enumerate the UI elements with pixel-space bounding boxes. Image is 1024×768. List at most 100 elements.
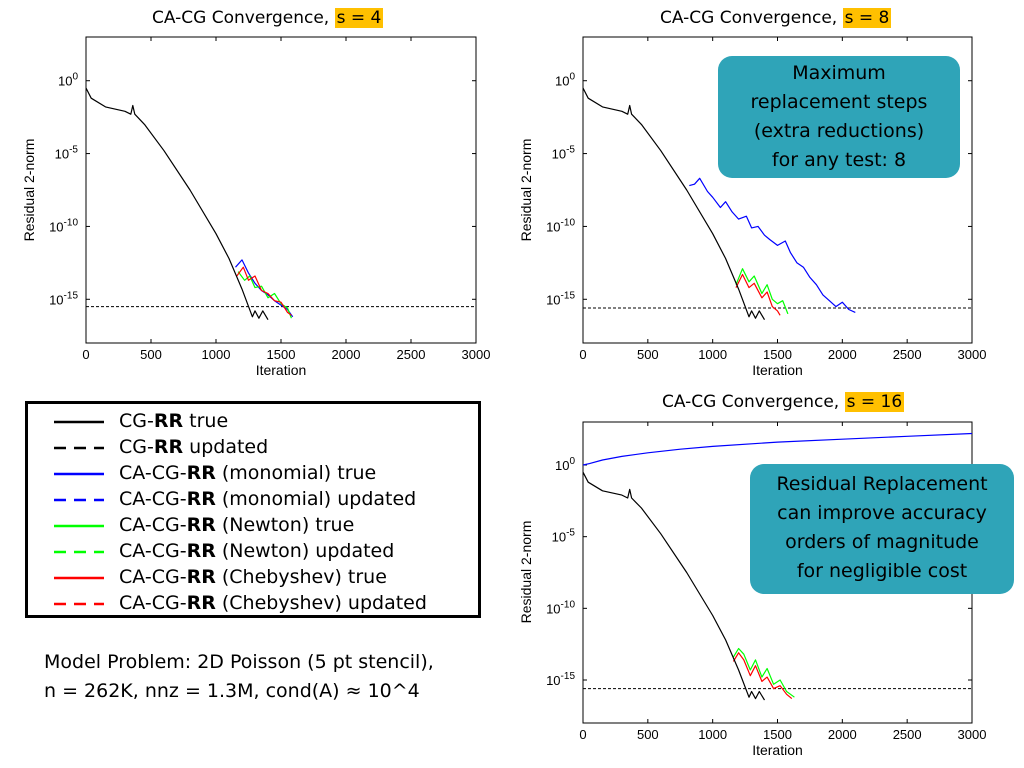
- series-line: [689, 177, 856, 313]
- legend-label-suffix: true: [183, 410, 229, 432]
- legend-label-suffix: (Chebyshev) true: [215, 566, 387, 588]
- y-tick-label-exponent: -15: [561, 290, 576, 301]
- legend-label: CA-CG-RR (Chebyshev) updated: [119, 590, 427, 616]
- legend-item: CA-CG-RR (monomial) updated: [28, 486, 478, 512]
- callout-max-replacement: Maximum replacement steps (extra reducti…: [718, 56, 960, 178]
- legend-label-suffix: (Chebyshev) updated: [215, 592, 427, 614]
- chart-title-text: CA-CG Convergence,: [152, 8, 335, 28]
- y-tick-label-base: 10: [58, 74, 72, 89]
- legend-label-prefix: CA-CG-: [119, 462, 187, 484]
- model-problem-line2: n = 262K, nnz = 1.3M, cond(A) ≈ 10^4: [44, 680, 420, 702]
- x-tick-label: 3000: [958, 347, 987, 362]
- legend-label-prefix: CA-CG-: [119, 540, 187, 562]
- chart-title-s4: CA-CG Convergence, s = 4: [152, 8, 384, 28]
- y-tick-label-base: 10: [546, 292, 560, 307]
- x-tick-label: 1000: [202, 347, 231, 362]
- legend-label-suffix: (Newton) true: [215, 514, 355, 536]
- legend-swatch: [54, 446, 104, 450]
- legend-label-prefix: CG-: [119, 436, 154, 458]
- legend-swatch: [54, 576, 104, 580]
- legend-label-bold: RR: [153, 410, 184, 432]
- legend-label-suffix: (monomial) true: [215, 462, 377, 484]
- legend-label-suffix: (Newton) updated: [215, 540, 395, 562]
- y-tick-label-exponent: -10: [561, 599, 576, 610]
- y-tick-label-exponent: -5: [69, 145, 78, 156]
- x-tick-label: 500: [637, 727, 659, 742]
- x-tick-label: 0: [82, 347, 89, 362]
- x-tick-label: 2500: [893, 727, 922, 742]
- x-tick-label: 1500: [763, 727, 792, 742]
- legend-swatch: [54, 550, 104, 554]
- y-tick-label-base: 10: [49, 219, 63, 234]
- x-tick-label: 1500: [267, 347, 296, 362]
- y-tick-label-exponent: 0: [72, 72, 78, 83]
- series-line: [732, 647, 795, 698]
- series-line: [582, 432, 973, 466]
- y-tick-label-exponent: -10: [561, 217, 576, 228]
- legend-item: CA-CG-RR (monomial) true: [28, 460, 478, 486]
- legend-item: CA-CG-RR (Newton) true: [28, 512, 478, 538]
- y-tick-label-exponent: -10: [64, 217, 79, 228]
- x-tick-label: 500: [140, 347, 162, 362]
- y-tick-label: 10-15: [546, 671, 575, 688]
- x-tick-label: 0: [579, 727, 586, 742]
- y-tick-label-base: 10: [552, 530, 566, 545]
- legend-swatch: [54, 602, 104, 606]
- y-tick-label-exponent: 0: [569, 72, 575, 83]
- model-problem-line1: Model Problem: 2D Poisson (5 pt stencil)…: [44, 651, 434, 673]
- chart-title-highlight: s = 8: [842, 8, 892, 28]
- legend-swatch: [54, 498, 104, 502]
- legend-label: CG-RR updated: [119, 434, 268, 460]
- y-tick-label-base: 10: [546, 601, 560, 616]
- y-axis-label: Residual 2-norm: [518, 521, 534, 624]
- y-tick-label: 10-10: [546, 217, 575, 234]
- chart-title-text: CA-CG Convergence,: [660, 8, 843, 28]
- y-tick-label: 10-10: [546, 599, 575, 616]
- callout-line: Maximum: [792, 62, 886, 84]
- x-tick-label: 3000: [958, 727, 987, 742]
- x-tick-label: 1000: [698, 347, 727, 362]
- series-line: [735, 268, 789, 315]
- y-tick-label-base: 10: [55, 147, 69, 162]
- legend-item: CG-RR true: [28, 408, 478, 434]
- x-tick-label: 2500: [397, 347, 426, 362]
- y-tick-label-base: 10: [546, 673, 560, 688]
- x-tick-label: 500: [637, 347, 659, 362]
- chart-title-highlight: s = 16: [844, 392, 905, 412]
- y-tick-label-exponent: -15: [64, 290, 79, 301]
- series-line: [732, 652, 793, 700]
- legend-label-suffix: updated: [183, 436, 269, 458]
- y-tick-label: 10-15: [546, 290, 575, 307]
- chart-title-text: CA-CG Convergence,: [662, 392, 845, 412]
- x-axis-label: Iteration: [256, 362, 307, 378]
- callout-line: Residual Replacement: [776, 473, 988, 495]
- y-tick-label-base: 10: [546, 219, 560, 234]
- series-line: [735, 273, 781, 316]
- chart-title-s8: CA-CG Convergence, s = 8: [660, 8, 892, 28]
- series-line: [582, 87, 766, 321]
- legend-label-bold: RR: [153, 436, 184, 458]
- x-axis-label: Iteration: [752, 362, 803, 378]
- y-tick-label-exponent: -5: [566, 145, 575, 156]
- x-axis-label: Iteration: [752, 742, 803, 758]
- x-tick-label: 3000: [462, 347, 491, 362]
- legend-swatch: [54, 420, 104, 424]
- legend-item: CA-CG-RR (Chebyshev) updated: [28, 590, 478, 616]
- legend-label: CA-CG-RR (monomial) updated: [119, 486, 416, 512]
- y-tick-label-base: 10: [552, 147, 566, 162]
- legend-label-bold: RR: [186, 514, 216, 536]
- callout-line: (extra reductions): [753, 120, 925, 142]
- x-tick-label: 2500: [893, 347, 922, 362]
- y-tick-label-exponent: -5: [566, 528, 575, 539]
- y-tick-label: 100: [58, 72, 78, 89]
- legend-item: CA-CG-RR (Newton) updated: [28, 538, 478, 564]
- legend-label-bold: RR: [186, 462, 216, 484]
- legend-label-prefix: CA-CG-: [119, 566, 187, 588]
- legend-swatch: [54, 472, 104, 476]
- y-tick-label: 100: [555, 72, 575, 89]
- callout-line: for negligible cost: [796, 560, 968, 582]
- legend-label-bold: RR: [186, 592, 216, 614]
- legend-swatch: [54, 524, 104, 528]
- legend-item: CG-RR updated: [28, 434, 478, 460]
- plot-frame: [85, 36, 477, 344]
